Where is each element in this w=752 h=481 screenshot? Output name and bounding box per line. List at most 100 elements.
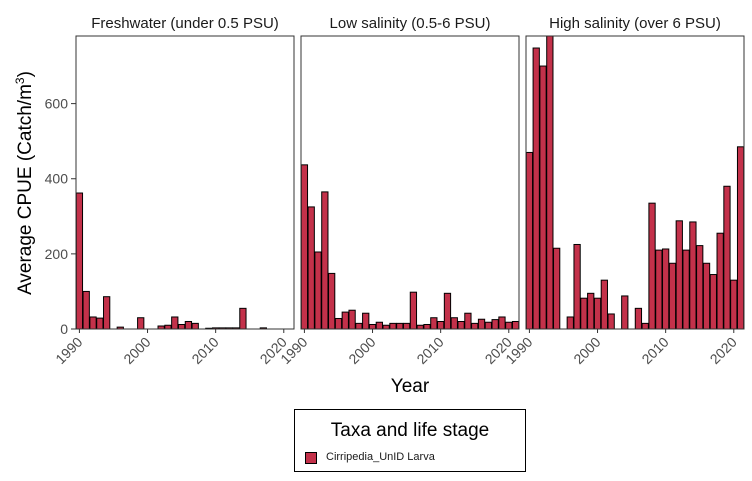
bar [662, 248, 670, 330]
bar [716, 232, 724, 330]
y-tick-label: 400 [45, 171, 69, 187]
bar [587, 292, 595, 330]
x-tick-label: 2010 [638, 334, 671, 367]
bar [525, 151, 534, 330]
bar [723, 185, 731, 330]
legend-title: Taxa and life stage [330, 420, 490, 441]
bar [396, 322, 404, 330]
bar [607, 313, 615, 330]
bar [300, 164, 309, 330]
bar [730, 279, 738, 330]
bar [307, 206, 315, 330]
bar [709, 274, 717, 330]
bar [600, 279, 608, 330]
panel: Low salinity (0.5-6 PSU)1990 2000 2010 2020 [277, 15, 520, 367]
panel: Freshwater (under 0.5 PSU)1990 2000 2010 20… [52, 15, 295, 367]
bar [511, 320, 520, 330]
bar [477, 318, 486, 330]
bar [402, 322, 411, 330]
bar [184, 320, 193, 330]
bar [430, 317, 438, 330]
x-tick-label: 2000 [345, 334, 378, 367]
panel: High salinity (over 6 PSU)1990 2000 2010 20… [502, 15, 745, 367]
faceted-bar-chart: Freshwater (under 0.5 PSU)1990 2000 2010 20… [13, 15, 745, 397]
bar [736, 146, 745, 330]
bar [409, 291, 418, 330]
bar [702, 262, 711, 330]
bar [362, 312, 370, 330]
bar [471, 322, 479, 330]
bar [655, 249, 663, 330]
bar [177, 323, 186, 330]
bar [696, 245, 704, 330]
bar [348, 309, 356, 330]
bar [443, 292, 452, 330]
x-tick-label: 2000 [570, 334, 603, 367]
bar [82, 290, 90, 330]
x-tick-label: 2010 [413, 334, 446, 367]
panel-title: Freshwater (under 0.5 PSU) [91, 15, 279, 32]
bar [491, 319, 499, 330]
x-tick-label: 2010 [188, 334, 221, 367]
y-tick-label: 200 [45, 246, 69, 262]
bar [464, 312, 472, 330]
bar [484, 321, 492, 330]
panel-border [75, 35, 295, 330]
bar [334, 317, 343, 330]
panel-border [525, 35, 745, 330]
bar [437, 320, 445, 330]
bar [239, 307, 247, 330]
bar [368, 323, 377, 330]
bar [450, 317, 458, 330]
bar [382, 324, 390, 330]
bar [389, 322, 397, 330]
bar [375, 321, 383, 330]
bar [546, 35, 554, 330]
bar [416, 324, 424, 330]
bar [423, 323, 431, 330]
y-axis-title: Average CPUE (Catch/m3) [13, 71, 36, 295]
bar [593, 297, 602, 330]
bar [137, 317, 145, 330]
bar [164, 324, 172, 330]
chart-panels: Freshwater (under 0.5 PSU) 1990 2000 2010 20… [52, 15, 745, 367]
bar [75, 192, 84, 330]
bar [341, 311, 349, 330]
y-axis-title-superscript: 3 [13, 77, 27, 84]
y-tick-label: 0 [60, 321, 68, 337]
panel-border [300, 35, 520, 330]
bar [634, 307, 643, 330]
bar [566, 316, 574, 330]
bar [573, 243, 581, 330]
legend-entry-label: Cirripedia_UnID Larva [326, 451, 435, 463]
panel-title: High salinity (over 6 PSU) [549, 15, 721, 32]
bar [621, 295, 629, 330]
bar [580, 297, 588, 330]
bar [314, 251, 322, 330]
bar [505, 321, 513, 330]
x-axis-title: Year [391, 376, 430, 397]
legend-key-swatch [305, 452, 317, 464]
y-axis: 0 200 400 600 [45, 96, 76, 337]
bar [191, 322, 199, 330]
bar [668, 262, 677, 330]
bar [648, 202, 656, 330]
y-tick-label: 600 [45, 96, 69, 112]
bar [96, 317, 104, 330]
bar [355, 322, 363, 330]
panel-title: Low salinity (0.5-6 PSU) [330, 15, 491, 32]
bar [539, 65, 547, 330]
bar [553, 247, 561, 330]
x-tick-label: 2000 [120, 334, 153, 367]
bar [532, 47, 540, 330]
bar [682, 249, 690, 330]
bar [103, 296, 111, 330]
bar [328, 272, 336, 330]
bar [498, 316, 506, 330]
legend: Taxa and life stage Cirripedia_UnID Larv… [294, 409, 526, 472]
bar [641, 322, 649, 330]
bar [457, 320, 465, 330]
x-tick-label: 1990 [52, 334, 85, 367]
bar [171, 316, 179, 330]
x-tick-label: 2020 [707, 334, 740, 367]
